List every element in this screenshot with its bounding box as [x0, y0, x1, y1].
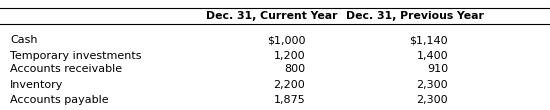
Text: Temporary investments: Temporary investments	[10, 51, 141, 60]
Text: 910: 910	[427, 64, 448, 74]
Text: Accounts receivable: Accounts receivable	[10, 64, 122, 74]
Text: 1,875: 1,875	[273, 95, 305, 104]
Text: Dec. 31, Previous Year: Dec. 31, Previous Year	[346, 11, 484, 21]
Text: 800: 800	[284, 64, 305, 74]
Text: $1,140: $1,140	[410, 35, 448, 45]
Text: Dec. 31, Current Year: Dec. 31, Current Year	[206, 11, 338, 21]
Text: Accounts payable: Accounts payable	[10, 95, 108, 104]
Text: Cash: Cash	[10, 35, 37, 45]
Text: $1,000: $1,000	[267, 35, 305, 45]
Text: 2,200: 2,200	[273, 80, 305, 90]
Text: 2,300: 2,300	[417, 80, 448, 90]
Text: Inventory: Inventory	[10, 80, 63, 90]
Text: 1,200: 1,200	[274, 51, 305, 60]
Text: 1,400: 1,400	[417, 51, 448, 60]
Text: 2,300: 2,300	[417, 95, 448, 104]
